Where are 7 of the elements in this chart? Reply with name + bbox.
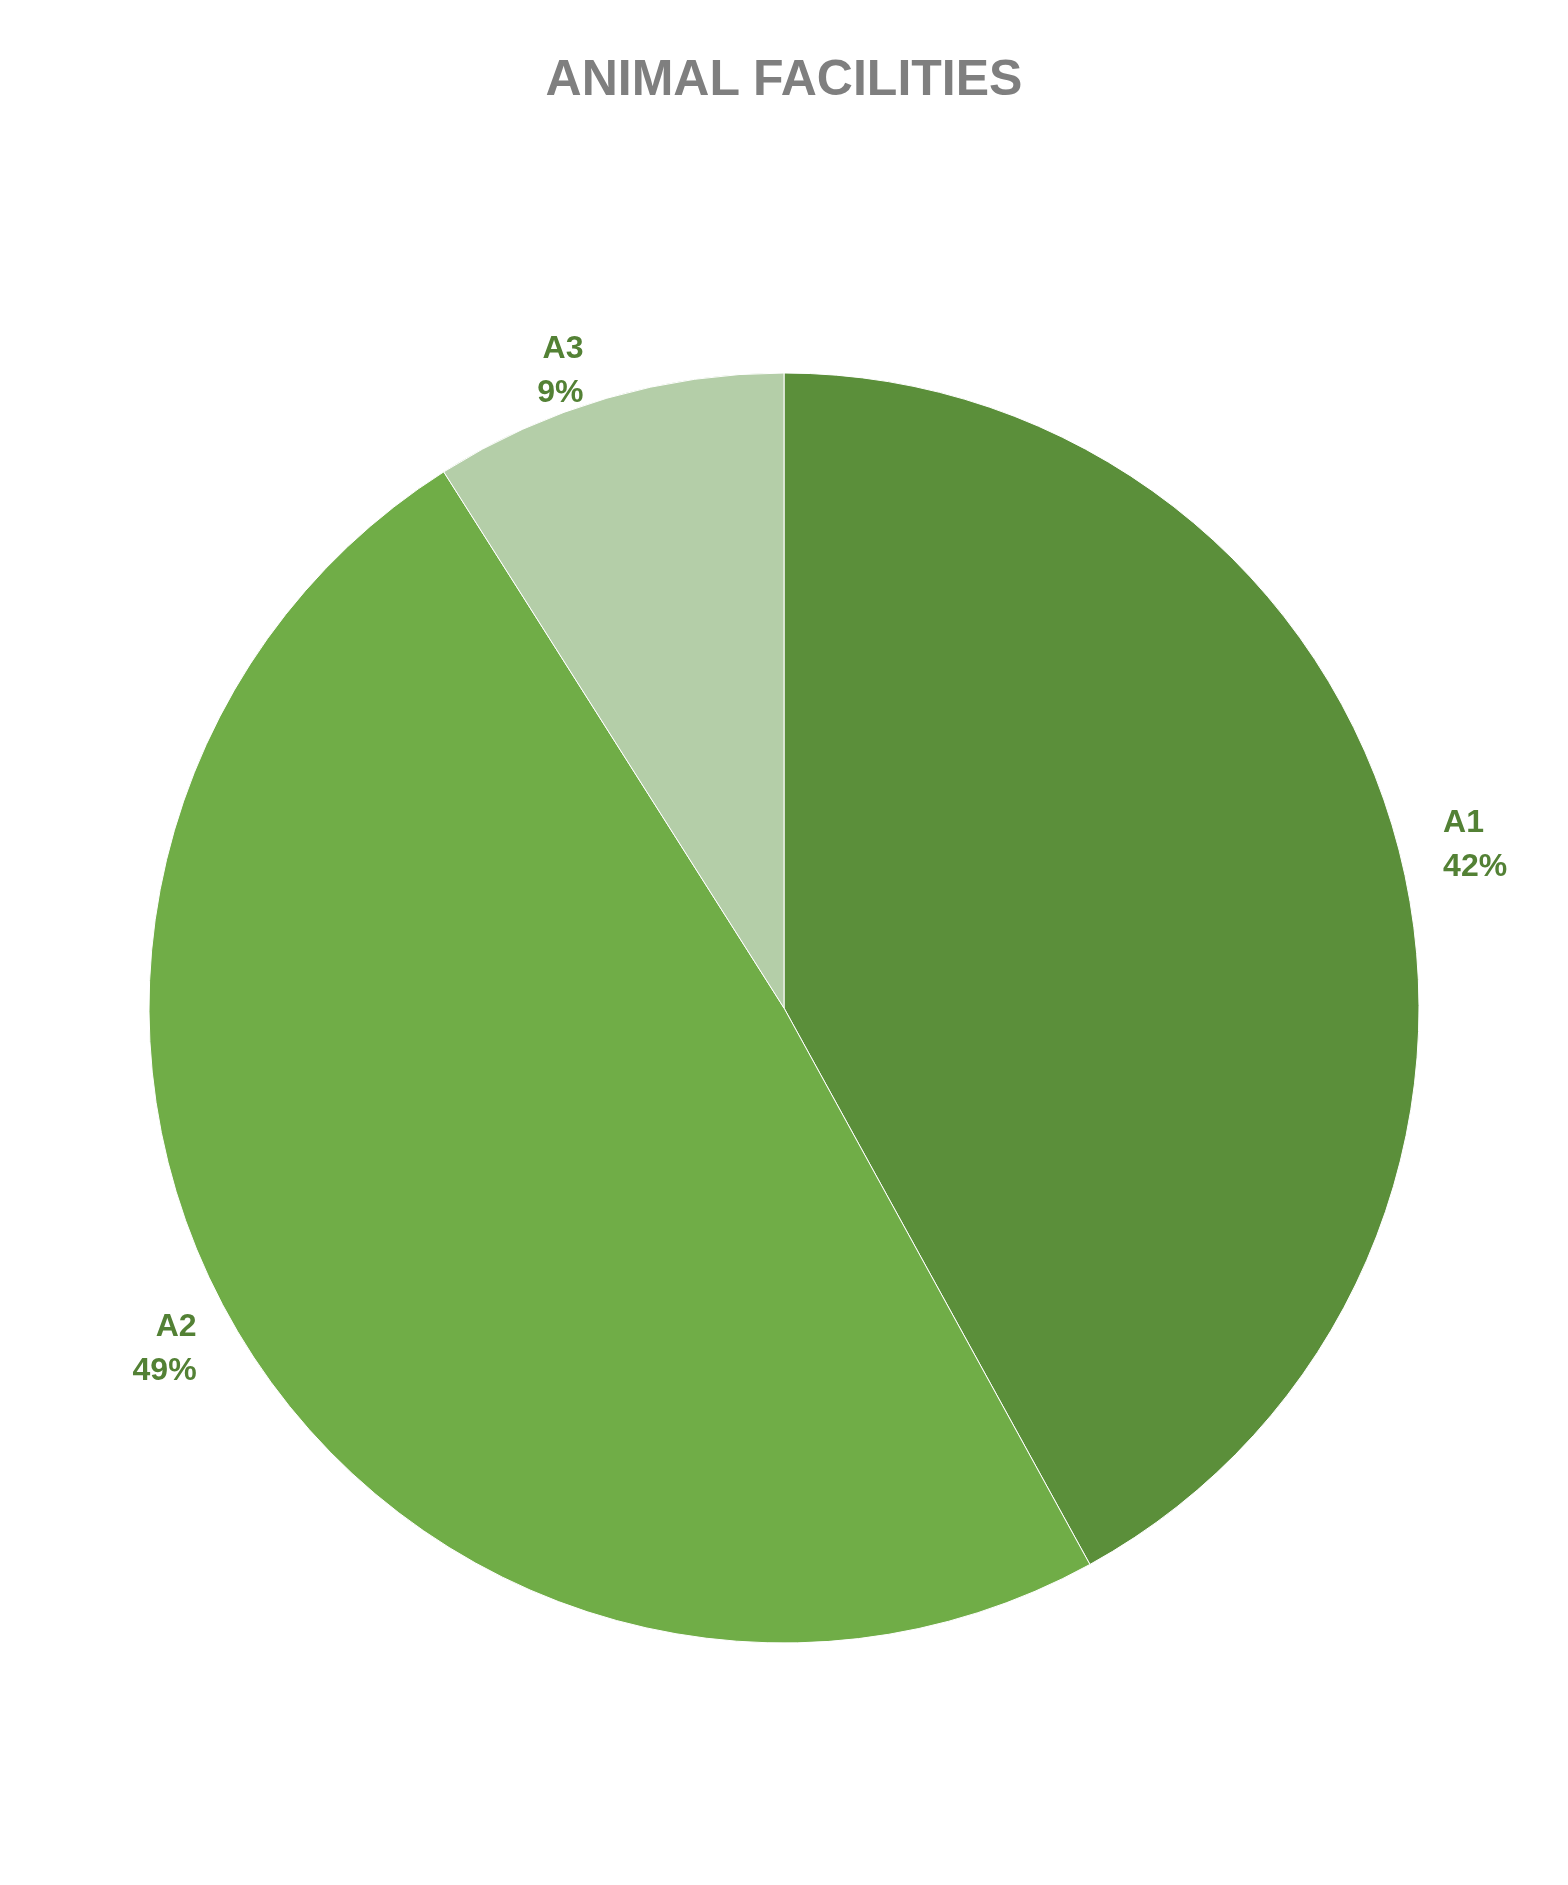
data-label: 9% <box>537 373 584 410</box>
slice-label: A1 <box>1443 802 1485 839</box>
data-label: 49% <box>132 1350 197 1387</box>
slice-label: A2 <box>155 1306 197 1343</box>
data-label: 42% <box>1443 846 1508 883</box>
chart-title: ANIMAL FACILITIES <box>545 50 1023 106</box>
slice-label: A3 <box>542 329 584 366</box>
